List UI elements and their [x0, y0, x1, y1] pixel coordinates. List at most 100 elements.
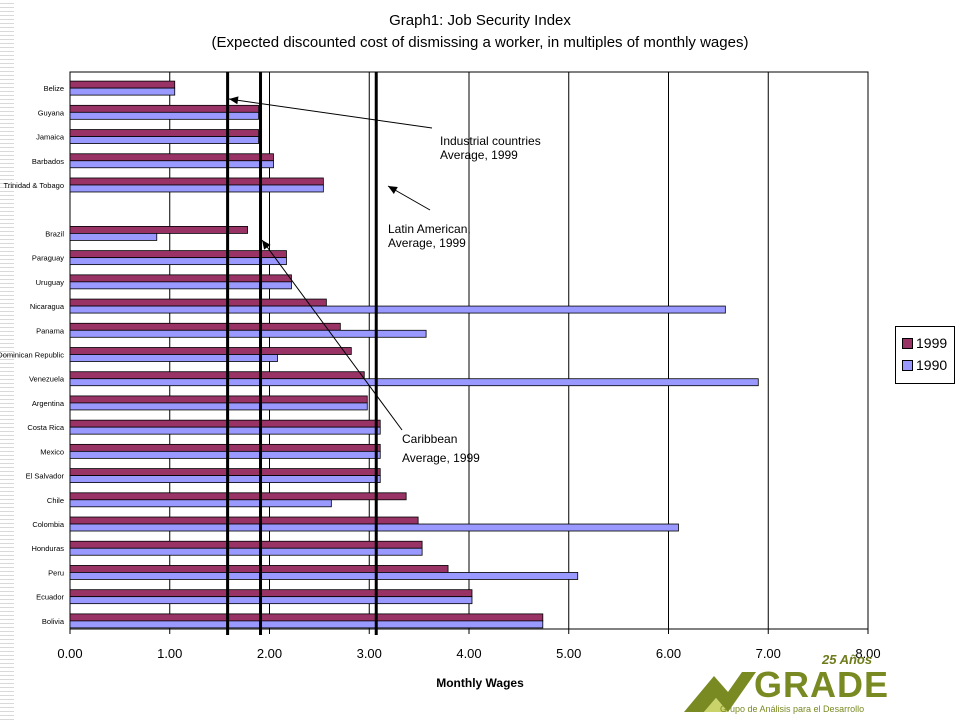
category-label: El Salvador — [26, 472, 65, 481]
bar-1990 — [69, 354, 278, 362]
annotation-caribbean-line1: Caribbean — [402, 432, 458, 446]
category-label: Argentina — [32, 399, 65, 408]
bar-1990 — [69, 257, 287, 266]
bar-1999 — [69, 322, 341, 331]
annotation-industrial-line1: Industrial countries — [440, 134, 541, 148]
x-tick-label: 6.00 — [656, 646, 681, 661]
x-axis-label: Monthly Wages — [436, 676, 524, 690]
bar-1999 — [69, 419, 381, 428]
bar-1990 — [69, 499, 332, 508]
category-label: Honduras — [31, 544, 64, 553]
bar-1999 — [69, 516, 419, 525]
category-label: Dominican Republic — [0, 351, 64, 360]
category-label: Trinidad & Tobago — [4, 181, 64, 190]
annotation-latam-line1: Latin American, — [388, 222, 471, 236]
bar-1990 — [69, 620, 544, 629]
bar-1990 — [69, 402, 368, 411]
x-tick-label: 7.00 — [756, 646, 781, 661]
bar-1990 — [69, 450, 381, 459]
category-label: Belize — [44, 84, 64, 93]
logo-badge: 25 Años — [822, 652, 873, 667]
bar-1999 — [69, 129, 259, 137]
bar-1990 — [69, 111, 259, 120]
logo-tagline: Grupo de Análisis para el Desarrollo — [720, 704, 865, 714]
annotation-industrial-line2: Average, 1999 — [440, 148, 518, 162]
x-tick-label: 3.00 — [357, 646, 382, 661]
category-label: Barbados — [32, 157, 64, 166]
category-label: Uruguay — [36, 278, 65, 287]
bar-1990 — [69, 329, 427, 338]
annotation-industrial: Industrial countries Average, 1999 — [440, 134, 541, 162]
bar-1990 — [69, 475, 381, 483]
bar-1999 — [69, 589, 473, 598]
bar-1990 — [69, 184, 324, 193]
category-label: Mexico — [40, 447, 64, 456]
bar-1990 — [69, 233, 158, 241]
bar-1990 — [69, 572, 579, 580]
bar-1999 — [69, 298, 327, 307]
annotation-caribbean-line2: Average, 1999 — [402, 451, 480, 465]
bar-1990 — [69, 281, 292, 290]
x-tick-label: 2.00 — [257, 646, 282, 661]
chart-title: Graph1: Job Security Index — [389, 12, 571, 29]
x-tick-label: 1.00 — [157, 646, 182, 661]
bar-1999 — [69, 274, 292, 283]
x-tick-label: 4.00 — [456, 646, 481, 661]
legend-swatch-1999 — [902, 338, 913, 349]
bar-1999 — [69, 80, 176, 89]
bar-1990 — [69, 87, 176, 96]
legend-label-1999: 1999 — [916, 335, 948, 351]
category-label: Jamaica — [36, 133, 65, 142]
category-label: Guyana — [38, 108, 65, 117]
category-label: Costa Rica — [27, 423, 65, 432]
category-label: Nicaragua — [30, 302, 65, 311]
arrow-caribbean — [261, 239, 403, 431]
logo-name: GRADE — [754, 664, 890, 705]
bar-1990 — [69, 523, 679, 532]
category-label: Colombia — [32, 520, 65, 529]
bar-1999 — [69, 153, 274, 162]
category-label: Chile — [47, 496, 64, 505]
bar-1990 — [69, 547, 423, 556]
bar-1990 — [69, 596, 473, 605]
arrow-industrial — [228, 98, 433, 129]
arrow-latam-head — [388, 186, 398, 194]
category-label: Ecuador — [36, 593, 64, 602]
annotation-latam: Latin American, Average, 1999 — [388, 222, 471, 250]
bar-1999 — [69, 371, 365, 380]
bar-1999 — [69, 395, 368, 404]
bar-1990 — [69, 426, 381, 435]
x-tick-label: 8.00 — [855, 646, 880, 661]
bar-1999 — [69, 492, 407, 501]
x-tick-label: 5.00 — [556, 646, 581, 661]
bar-1999 — [69, 540, 423, 549]
category-label: Brazil — [45, 229, 64, 238]
bar-1999 — [69, 104, 259, 113]
arrow-industrial-head — [229, 96, 239, 105]
legend-label-1990: 1990 — [916, 357, 948, 373]
category-label: Panama — [36, 326, 65, 335]
legend: 1999 1990 — [895, 326, 955, 384]
arrow-caribbean-head — [262, 240, 271, 250]
bar-1999 — [69, 226, 248, 234]
annotation-latam-line2: Average, 1999 — [388, 236, 466, 250]
bar-1990 — [69, 305, 726, 314]
chart-subtitle: (Expected discounted cost of dismissing … — [211, 34, 749, 51]
bar-1990 — [69, 136, 259, 144]
bar-1990 — [69, 378, 759, 387]
category-label: Bolivia — [42, 617, 65, 626]
bar-1999 — [69, 468, 381, 476]
bar-1999 — [69, 250, 287, 259]
category-label: Peru — [48, 568, 64, 577]
grade-logo: 25 Años GRADE Grupo de Análisis para el … — [684, 650, 960, 720]
category-label: Paraguay — [32, 254, 64, 263]
bar-1999 — [69, 177, 324, 186]
legend-swatch-1990 — [902, 360, 913, 371]
bar-1999 — [69, 613, 544, 622]
annotation-caribbean: Caribbean Average, 1999 — [402, 430, 480, 468]
bar-1999 — [69, 347, 352, 355]
bar-1999 — [69, 443, 381, 452]
category-label: Venezuela — [29, 375, 65, 384]
bar-1990 — [69, 160, 274, 169]
